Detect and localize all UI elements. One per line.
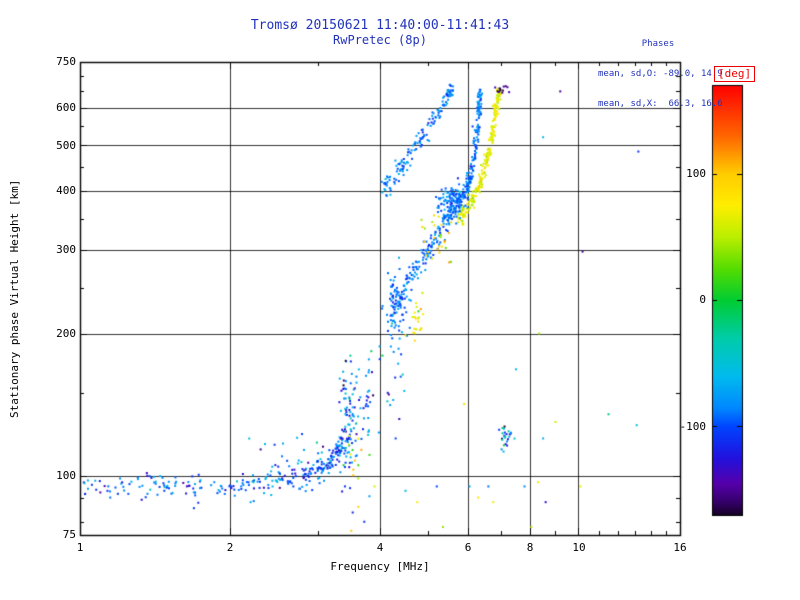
colorbar-tick-label: 100 (686, 167, 706, 180)
x-tick-label: 6 (464, 541, 472, 554)
y-tick-label: 75 (62, 528, 76, 541)
chart-subtitle: RwPretec (8p) (333, 33, 427, 47)
chart-title: Tromsø 20150621 11:40:00-11:41:43 (250, 18, 510, 33)
y-tick-label: 100 (56, 469, 76, 482)
y-tick-label: 600 (56, 101, 76, 114)
y-tick-label: 750 (56, 55, 76, 68)
x-tick-label: 1 (76, 541, 84, 554)
x-tick-label: 16 (673, 541, 687, 554)
phases-summary: Phases mean, sd,O: -89.0, 14.9 mean, sd,… (598, 19, 758, 129)
y-tick-label: 400 (56, 184, 76, 197)
x-tick-label: 4 (376, 541, 384, 554)
colorbar-tick-label: -100 (679, 420, 707, 433)
x-tick-label: 8 (526, 541, 534, 554)
colorbar-tick-label: 0 (699, 293, 706, 306)
y-tick-label: 200 (56, 327, 76, 340)
y-tick-label: 300 (56, 243, 76, 256)
phases-o-stats: mean, sd,O: -89.0, 14.9 (598, 69, 723, 79)
colorbar-unit-label: [deg] (714, 66, 756, 82)
x-tick-label: 2 (226, 541, 234, 554)
y-tick-label: 500 (56, 139, 76, 152)
y-axis-title: Stationary phase Virtual Height [km] (8, 179, 21, 418)
x-tick-label: 10 (572, 541, 586, 554)
phases-x-stats: mean, sd,X: 66.3, 16.6 (598, 99, 723, 109)
phases-heading: Phases (641, 39, 675, 49)
x-axis-title: Frequency [MHz] (330, 560, 430, 573)
